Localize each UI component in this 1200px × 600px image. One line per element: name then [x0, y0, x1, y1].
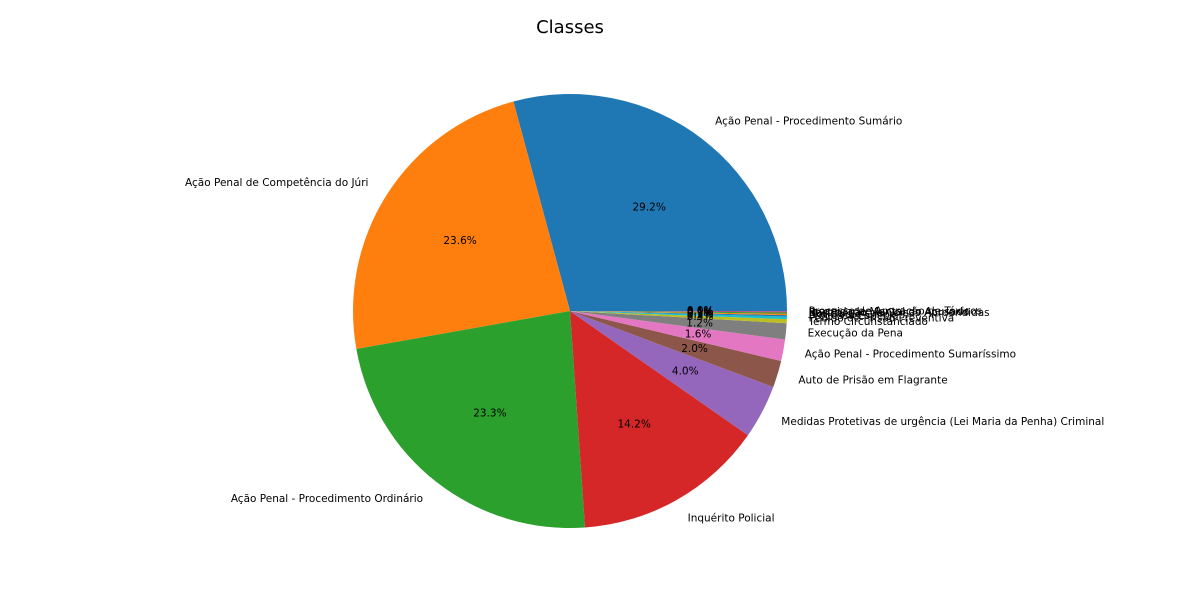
slice-percent-label: 4.0% — [672, 366, 699, 378]
slice-percent-label: 1.6% — [685, 329, 712, 341]
slice-category-label: Inquérito Policial — [688, 513, 775, 525]
slice-percent-label: 14.2% — [617, 418, 650, 430]
pie-slice — [513, 94, 787, 312]
pie-slice — [570, 311, 787, 340]
category-labels: Ação Penal - Procedimento Sumário Ação Pe… — [185, 115, 1104, 524]
pie-slice — [353, 101, 570, 349]
slice-category-label: Notícia de Crime — [809, 309, 897, 321]
slice-percent-label: 23.3% — [473, 408, 506, 420]
slice-category-label: Auto de Prisão em Flagrante — [798, 374, 947, 386]
slice-percent-label: 29.2% — [632, 202, 665, 214]
pie-slice — [570, 311, 787, 313]
slice-category-label: Execução da Pena — [808, 327, 903, 339]
slice-category-label: Medidas Protetivas de urgência (Lei Mari… — [781, 416, 1104, 428]
slice-category-label: Ação Penal - Procedimento Sumaríssimo — [805, 348, 1016, 360]
slice-category-label: Restituição de Coisas Apreendidas — [809, 307, 990, 319]
percent-labels: 29.2% 23.6% 23.3% 14.2% 4.0% 2.0% 1.6%1.2%0.3%… — [443, 202, 713, 431]
slice-percent-label: 0.2% — [687, 309, 714, 321]
slice-percent-label: 0.1% — [687, 308, 714, 320]
chart-title: Classes — [536, 17, 604, 38]
slice-category-label: Ação Penal - Procedimento Sumário — [715, 115, 902, 127]
slice-percent-label: 0.1% — [687, 306, 714, 318]
pie-slice — [570, 311, 787, 312]
slice-percent-label: 0.0% — [687, 305, 714, 317]
slice-category-label: Processo de Apuração de Tóxicos — [809, 305, 982, 317]
slice-percent-label: 2.0% — [681, 343, 708, 355]
pie-slice — [570, 311, 782, 388]
slice-percent-label: 1.2% — [686, 317, 713, 329]
slice-percent-label: 0.0% — [687, 306, 714, 318]
pie-slice — [570, 311, 787, 317]
pie-slice — [570, 311, 748, 528]
pie-slice — [570, 311, 786, 361]
slice-category-label: Pedido de Prisão Preventiva — [809, 312, 955, 324]
slice-percent-label: 0.1% — [687, 307, 714, 319]
pie-slice — [570, 311, 787, 324]
pie-slice — [570, 311, 787, 316]
slice-category-label: Insanidade Mental do Acusado — [809, 306, 970, 318]
slice-category-label: Termo Circunstanciado — [807, 316, 928, 328]
slice-category-label: Ação Penal - Procedimento Ordinário — [231, 493, 423, 505]
pie-slice — [356, 311, 585, 528]
slice-category-label: Ação Penal de Competência do Júri — [185, 177, 368, 189]
slice-percent-label: 0.3% — [687, 311, 714, 323]
slice-percent-label: 23.6% — [443, 235, 476, 247]
pie-slice — [570, 311, 774, 436]
pie-slice — [570, 311, 787, 320]
pie-slice — [570, 311, 787, 314]
pie-slices — [353, 94, 787, 528]
slice-category-label: Processo Especial — [809, 310, 902, 322]
